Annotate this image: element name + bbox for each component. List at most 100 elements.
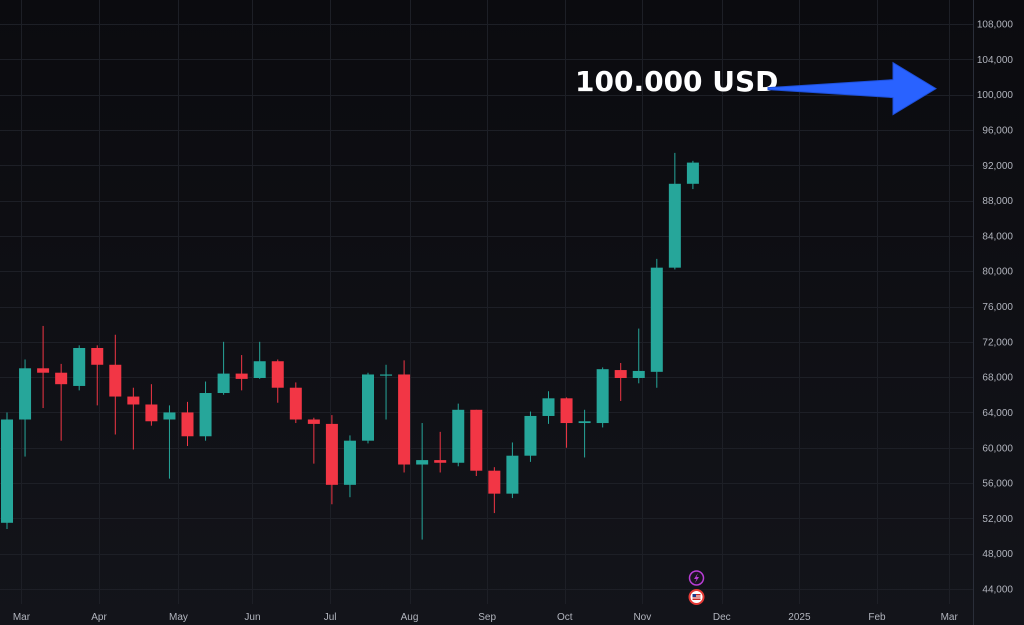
price-tick-label: 52,000	[982, 514, 1013, 525]
candle-body	[199, 393, 212, 437]
candle-body	[343, 440, 356, 485]
price-tick-label: 60,000	[982, 443, 1013, 454]
candle-body	[596, 369, 609, 424]
candle[interactable]	[343, 435, 356, 498]
candle[interactable]	[452, 403, 465, 467]
time-tick-label: Jul	[324, 612, 337, 623]
candle[interactable]	[289, 382, 302, 424]
candle-body	[325, 423, 338, 485]
time-tick-label: Feb	[868, 612, 886, 623]
candle-body	[73, 347, 86, 386]
candle[interactable]	[524, 411, 537, 462]
price-tick-label: 108,000	[977, 20, 1014, 31]
candle[interactable]	[91, 345, 104, 406]
candle-body	[109, 364, 122, 397]
candle[interactable]	[668, 152, 681, 270]
candle[interactable]	[307, 417, 320, 464]
lightning-icon[interactable]	[688, 570, 705, 586]
candle[interactable]	[362, 372, 374, 444]
candle-body	[632, 370, 645, 379]
time-tick-label: Mar	[13, 612, 31, 623]
candle[interactable]	[181, 401, 194, 446]
candle[interactable]	[271, 359, 284, 403]
price-tick-label: 104,000	[977, 55, 1014, 66]
candle[interactable]	[19, 359, 32, 457]
candle-body	[271, 361, 284, 388]
candle-body	[650, 267, 663, 372]
candle-body	[434, 460, 447, 463]
candle[interactable]	[578, 409, 591, 458]
candle[interactable]	[614, 363, 627, 401]
time-tick-label: Oct	[557, 612, 573, 623]
candle[interactable]	[542, 391, 555, 424]
candle-body	[488, 470, 501, 494]
candle[interactable]	[632, 328, 645, 384]
candle[interactable]	[434, 431, 447, 473]
candle-body	[470, 409, 483, 471]
candle-body	[686, 162, 699, 184]
candle-body	[253, 361, 266, 379]
price-axis[interactable]: 44,000 48,000 52,000 56,000 60,000 64,000 68,0…	[977, 20, 1014, 596]
price-tick-label: 92,000	[982, 161, 1013, 172]
grid-lines	[0, 0, 973, 604]
candle[interactable]	[235, 355, 248, 391]
candle[interactable]	[650, 258, 663, 388]
time-axis[interactable]: Mar Apr May Jun Jul Aug Sep Oct Nov Dec 2025 Feb Mar	[13, 612, 959, 623]
candle[interactable]	[596, 367, 609, 428]
candle[interactable]	[398, 360, 411, 473]
time-tick-label: 2025	[788, 612, 811, 623]
candle-body	[19, 368, 32, 420]
candle[interactable]	[325, 415, 338, 505]
time-tick-label: Mar	[941, 612, 959, 623]
candle-body	[91, 347, 104, 365]
price-tick-label: 100,000	[977, 90, 1014, 101]
candle-body	[55, 372, 68, 385]
candle-body	[163, 412, 176, 420]
candle-body	[398, 374, 411, 465]
candle[interactable]	[380, 364, 393, 420]
time-tick-label: Aug	[401, 612, 419, 623]
event-badges[interactable]	[688, 570, 705, 605]
candle-body	[145, 404, 158, 422]
price-tick-label: 84,000	[982, 231, 1013, 242]
candle[interactable]	[199, 381, 212, 441]
candle[interactable]	[506, 442, 519, 499]
candle[interactable]	[127, 387, 140, 450]
candle-body	[506, 455, 519, 494]
candle[interactable]	[217, 341, 230, 395]
time-tick-label: Dec	[713, 612, 731, 623]
candle-body	[235, 373, 248, 379]
candle[interactable]	[470, 409, 483, 476]
candle[interactable]	[109, 334, 122, 435]
price-tick-label: 68,000	[982, 373, 1013, 384]
us-flag-icon[interactable]	[688, 589, 705, 605]
candle[interactable]	[416, 423, 429, 540]
time-tick-label: Apr	[91, 612, 107, 623]
candle[interactable]	[37, 325, 50, 409]
target-price-annotation: 100.000 USD	[575, 65, 778, 98]
candle[interactable]	[686, 160, 699, 190]
candle[interactable]	[145, 384, 158, 426]
candle[interactable]	[55, 363, 68, 441]
candle-body	[416, 460, 429, 465]
candle[interactable]	[488, 467, 501, 514]
candle[interactable]	[163, 405, 176, 479]
candle-body	[668, 183, 681, 268]
candle-body	[380, 374, 393, 376]
candle[interactable]	[253, 341, 266, 379]
candle[interactable]	[560, 397, 573, 448]
annotation-group: 100.000 USD	[575, 61, 937, 116]
price-tick-label: 80,000	[982, 267, 1013, 278]
candles-group[interactable]	[1, 152, 699, 540]
candle-body	[289, 387, 302, 420]
candle-body	[362, 374, 374, 441]
candle-body	[614, 370, 627, 379]
time-tick-label: Sep	[478, 612, 496, 623]
price-tick-label: 96,000	[982, 125, 1013, 136]
candle[interactable]	[73, 345, 86, 391]
time-tick-label: Nov	[633, 612, 651, 623]
candle[interactable]	[1, 412, 13, 529]
